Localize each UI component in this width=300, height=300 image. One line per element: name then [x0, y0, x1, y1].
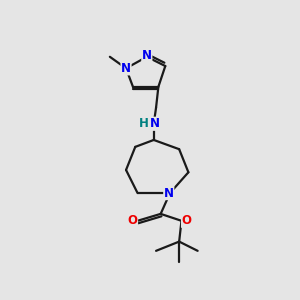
Text: O: O	[128, 214, 137, 227]
Text: H: H	[139, 117, 149, 130]
Text: N: N	[142, 49, 152, 62]
Text: N: N	[121, 62, 131, 75]
Text: O: O	[182, 214, 192, 227]
Text: N: N	[164, 187, 174, 200]
Text: N: N	[150, 117, 160, 130]
